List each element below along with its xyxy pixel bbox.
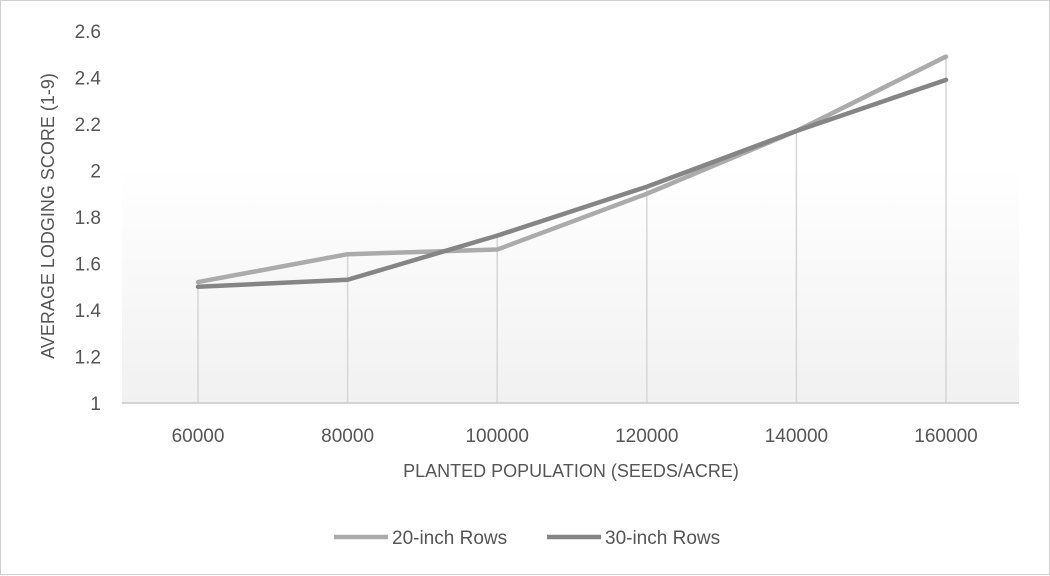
y-tick-label: 1.2 [75,348,101,369]
x-tick-label: 140000 [765,426,828,447]
x-tick-label: 120000 [615,426,678,447]
y-tick-label: 2.6 [75,22,101,43]
legend-label: 20-inch Rows [392,528,507,549]
x-tick-label: 160000 [914,426,977,447]
legend-label: 30-inch Rows [605,528,720,549]
x-tick-label: 100000 [465,426,528,447]
y-tick-label: 1.8 [75,208,101,229]
x-axis-title: PLANTED POPULATION (SEEDS/ACRE) [403,461,739,481]
legend: 20-inch Rows 30-inch Rows [334,528,720,549]
y-tick-label: 1 [90,394,101,415]
y-tick-label: 2 [90,162,101,183]
y-tick-label: 2.4 [75,69,102,90]
y-tick-label: 1.6 [75,255,101,276]
y-tick-label: 1.4 [75,301,102,322]
x-tick-label: 60000 [172,426,225,447]
x-tick-label: 80000 [321,426,374,447]
y-axis-title: AVERAGE LODGING SCORE (1-9) [38,73,58,359]
y-tick-label: 2.2 [75,115,101,136]
